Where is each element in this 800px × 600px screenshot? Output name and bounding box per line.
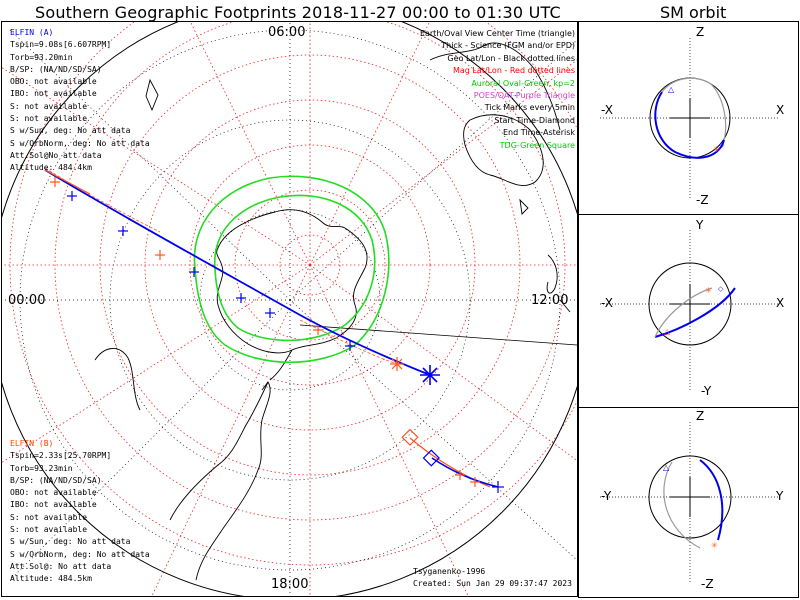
svg-text:✳: ✳: [711, 541, 718, 550]
antarctica-coast: [216, 209, 368, 354]
svg-text:△: △: [664, 327, 671, 336]
figure-title: Southern Geographic Footprints 2018-11-2…: [35, 3, 561, 22]
legend-item: Geo Lat/Lon - Black dotted lines: [447, 53, 575, 63]
elfin-b-info-line: S: not available: [10, 512, 88, 522]
elfin-a-info-line: Att.Sol@No att data: [10, 150, 102, 160]
tasmania-coast: [519, 198, 529, 215]
legend: Earth/Oval View Center Time (triangle) Th…: [420, 28, 575, 152]
orbit-panel-yz: △ ✳: [600, 422, 780, 582]
south-america-coast: [169, 381, 271, 581]
orbit-panel-xz: △ ✳ ◇: [600, 38, 780, 198]
elfin-b-info-line: S w/Sun, deg: No att data: [10, 537, 131, 547]
hour-label-left: 00:00: [8, 293, 46, 308]
elfin-a-info-line: IBO: not available: [10, 89, 97, 99]
elfin-b-info-line: B/SP: (NA/ND/SD/SA): [10, 475, 102, 485]
elfin-a-info-line: Altitude: 484.4km: [10, 163, 92, 173]
elfin-a-info-line: OBO: not available: [10, 77, 97, 87]
map-frame: [1, 21, 578, 597]
elfin-a-info: ELFIN (A) Tspin=9.08s[6.607RPM] Torb=93.2…: [10, 27, 150, 175]
panel-xz-left-label: -X: [601, 103, 613, 117]
mag-grid: [2, 22, 577, 597]
hour-label-top: 06:00: [268, 25, 306, 40]
elfin-a-info-line: S: not available: [10, 114, 88, 124]
hour-label-right: 12:00: [531, 293, 569, 308]
elfin-b-name: ELFIN (B): [10, 439, 54, 448]
elfin-b-tick-marks: [50, 177, 480, 487]
panel-xz-top-label: Z: [696, 25, 705, 39]
panel-yz-left-label: -Y: [601, 489, 612, 503]
elfin-b-info-line: IBO: not available: [10, 500, 97, 510]
svg-text:◇: ◇: [718, 285, 724, 293]
svg-text:✳: ✳: [713, 145, 720, 154]
elfin-a-info-line: B/SP: (NA/ND/SD/SA): [10, 64, 102, 74]
svg-text:△: △: [663, 463, 670, 472]
elfin-a-tick-marks: [67, 191, 355, 351]
coastlines: [94, 42, 571, 581]
elfin-a-info-line: Torb=93.20min: [10, 52, 73, 62]
elfin-a-name: ELFIN (A): [10, 28, 54, 37]
panel-xy-bottom-label: -Y: [701, 384, 712, 398]
madagascar-coast: [145, 78, 159, 112]
legend-item: End Time-Asterisk: [502, 128, 575, 138]
svg-text:△: △: [668, 85, 675, 94]
svg-text:◇: ◇: [719, 141, 725, 149]
panel-xz-right-label: X: [776, 103, 785, 117]
panel-yz-top-label: Z: [696, 409, 705, 423]
legend-item: Tick Marks every 5min: [484, 103, 575, 113]
panel-yz-bottom-label: -Z: [701, 577, 714, 591]
elfin-a-track: [44, 167, 431, 376]
legend-item: Mag Lat/Lon - Red dotted lines: [452, 66, 575, 76]
orbit-title: SM orbit: [660, 3, 727, 22]
auroral-oval-inner: [214, 194, 376, 342]
elfin-b-info-line: Torb=93.23min: [10, 463, 73, 473]
elfin-b-end-asterisk-near: [390, 357, 404, 371]
elfin-b-info-line: S: not available: [10, 525, 88, 535]
model-label: Tsyganenko-1996: [413, 567, 486, 576]
elfin-a-info-line: S: not available: [10, 101, 88, 111]
svg-text:✳: ✳: [705, 286, 712, 295]
legend-item: Auroral Oval-Green, kp=2: [471, 78, 575, 88]
panel-xz-bottom-label: -Z: [696, 193, 709, 207]
panel-yz-right-label: Y: [776, 489, 784, 503]
legend-item: TDG-Green Square: [499, 140, 575, 150]
africa-coast: [94, 348, 141, 411]
elfin-b-info-line: Tspin=2.33s[25.70RPM]: [10, 451, 112, 461]
elfin-b-info-line: OBO: not available: [10, 488, 97, 498]
created-label: Created: Sun Jan 29 09:37:47 2023: [413, 579, 572, 588]
elfin-b-start-diamond: [401, 428, 419, 446]
elfin-a-info-line: Tspin=9.08s[6.607RPM]: [10, 40, 112, 50]
elfin-a-info-line: S w/OrbNorm, deg: No att data: [10, 138, 150, 148]
auroral-oval-outer: [193, 175, 390, 364]
asia-coast: [429, 42, 561, 131]
elfin-a-start-diamond: [422, 449, 440, 467]
elfin-b-info-line: Altitude: 484.5km: [10, 574, 92, 584]
orbit-panel-yz-frame: [578, 407, 799, 598]
auroral-oval: [193, 175, 390, 364]
australia-coast: [463, 114, 544, 186]
legend-item: Start Time-Diamond: [494, 115, 575, 125]
panel-xy-left-label: -X: [601, 296, 613, 310]
elfin-a-end-asterisk: [420, 365, 440, 385]
elfin-b-end-asterisk: [492, 481, 504, 493]
elfin-b-info: ELFIN (B) Tspin=2.33s[25.70RPM] Torb=93.2…: [10, 438, 150, 586]
elfin-a-info-line: S w/Sun, deg: No att data: [10, 126, 131, 136]
elfin-b-info-line: Att.Sol@: No att data: [10, 561, 112, 571]
new-zealand-coast: [546, 254, 571, 313]
hour-label-bottom: 18:00: [271, 577, 309, 592]
polar-map: [2, 22, 577, 597]
noon-line: [299, 324, 577, 346]
legend-item: POES/OAT-Purple Triangle: [473, 91, 575, 101]
panel-xy-right-label: X: [776, 296, 785, 310]
elfin-b-info-line: S w/OrbNorm, deg: No att data: [10, 549, 150, 559]
panel-xy-top-label: Y: [696, 218, 704, 232]
orbit-panel-xy-frame: [578, 214, 799, 408]
legend-item: Earth/Oval View Center Time (triangle): [419, 29, 575, 38]
legend-item: Thick - Science (FGM and/or EPD): [441, 41, 575, 51]
orbit-panel-xy: △ ✳ ◇: [600, 230, 780, 390]
